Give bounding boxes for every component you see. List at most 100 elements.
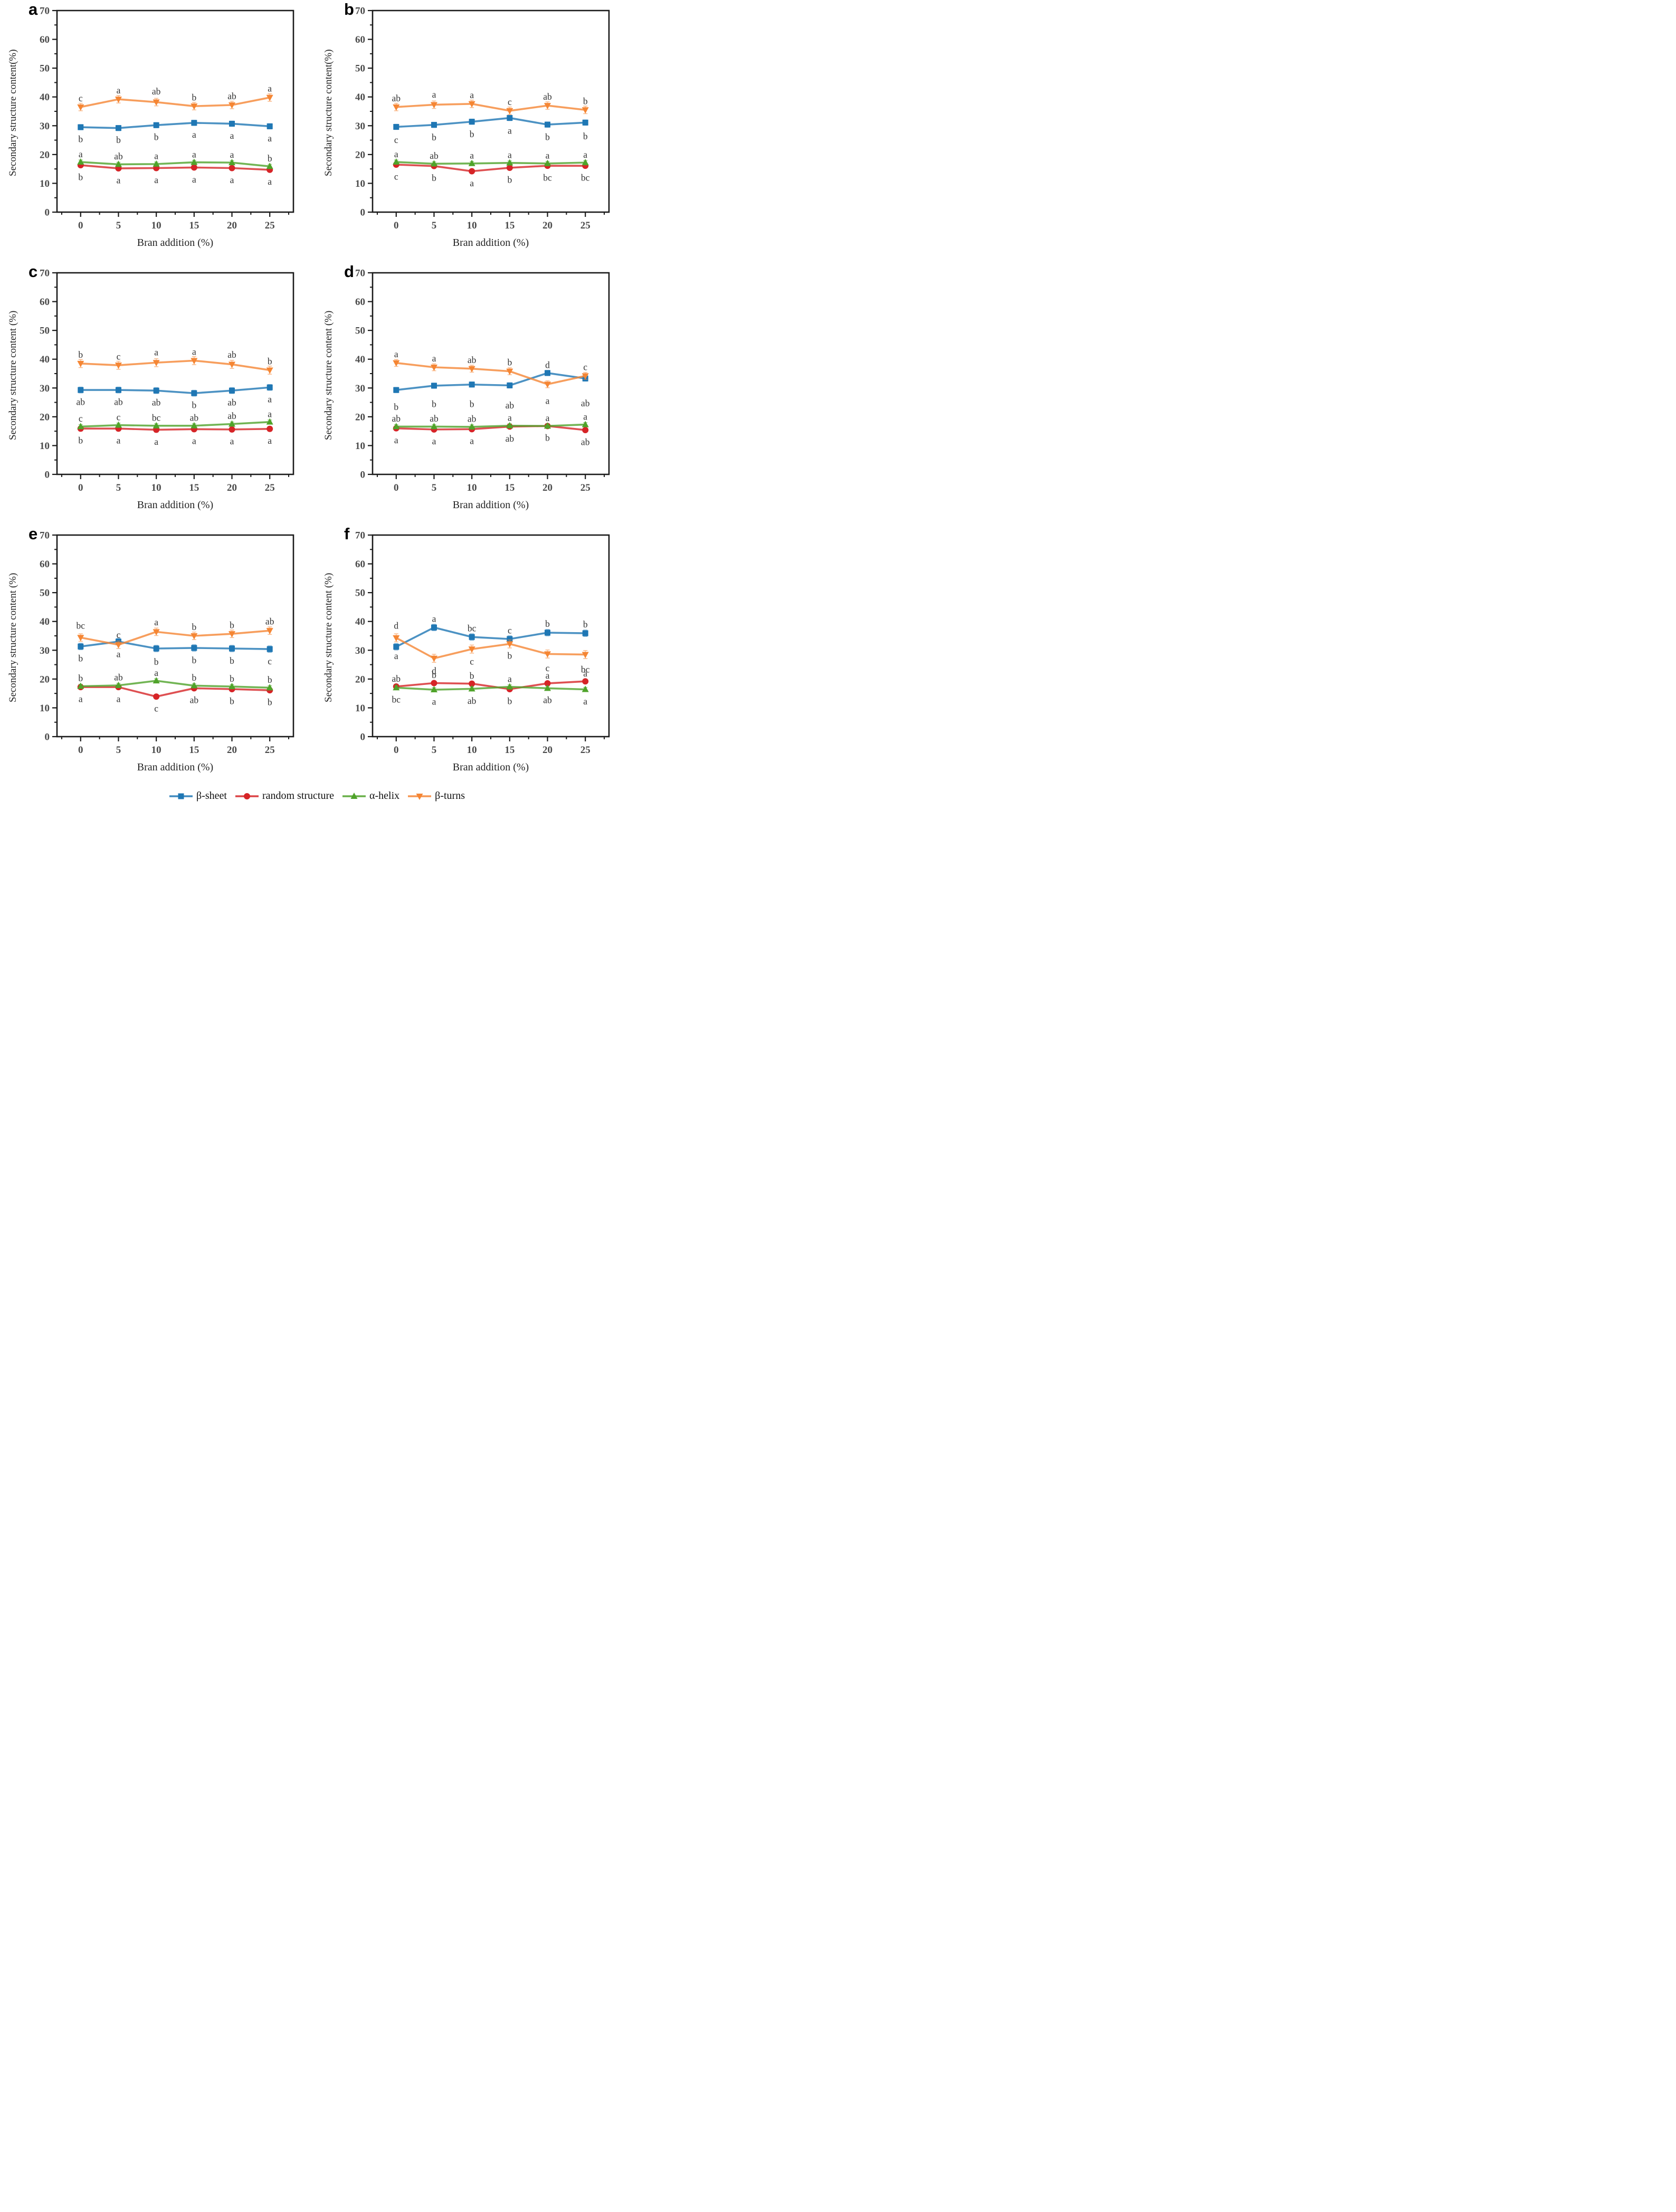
alpha_helix-sig-letter: a (508, 412, 512, 423)
beta_sheet-sig-letter: b (394, 402, 398, 412)
alpha_helix-sig-letter: ab (114, 151, 123, 161)
beta_sheet-marker (191, 120, 197, 126)
random-sig-letter: b (470, 670, 474, 681)
beta_sheet-marker (582, 630, 588, 636)
beta_turns-sig-letter: a (432, 89, 436, 100)
y-tick-label: 70 (355, 6, 365, 17)
alpha_helix-marker (544, 422, 551, 429)
random-sig-letter: a (154, 175, 158, 185)
beta_sheet-line (80, 641, 270, 650)
panel-b: b Secondary structure content(%) 0 10 20 30 40… (317, 0, 632, 262)
beta_sheet-marker (78, 387, 84, 393)
beta_turns-sig-letter: ab (152, 86, 161, 97)
beta_sheet-marker (507, 636, 513, 642)
x-tick-label: 10 (151, 482, 161, 493)
beta_sheet-marker (78, 124, 84, 130)
y-axis-title: Secondary structure content (%) (323, 310, 334, 440)
random-sig-letter: a (268, 435, 272, 446)
beta_sheet-marker (582, 119, 588, 126)
alpha_helix-sig-letter: a (583, 411, 587, 422)
x-axis-title: Bran addition (%) (137, 761, 213, 773)
beta_turns-sig-letter: a (117, 85, 121, 96)
y-tick-label: 70 (40, 268, 50, 279)
beta_sheet-marker (229, 120, 235, 127)
beta_sheet-marker (507, 115, 513, 121)
alpha_helix-marker (153, 160, 160, 167)
y-tick-label: 10 (40, 441, 50, 452)
beta_turns-line (80, 630, 270, 646)
alpha_helix-sig-letter: b (78, 673, 83, 683)
beta_turns-marker (115, 363, 122, 369)
alpha_helix-marker (115, 421, 122, 428)
alpha_helix-marker (544, 684, 551, 691)
beta_turns-sig-letter: b (230, 619, 234, 630)
beta_turns-sig-letter: bc (581, 664, 590, 674)
legend-item-beta_sheet: β-sheet (168, 790, 227, 802)
beta_turns-marker (468, 101, 475, 108)
alpha_helix-sig-letter: ab (392, 413, 401, 424)
random-line (80, 686, 270, 698)
panel-c-label: c (28, 262, 38, 281)
alpha_helix-sig-letter: b (268, 153, 272, 164)
alpha_helix-sig-letter: ab (468, 414, 477, 424)
beta_sheet-sig-letter: b (545, 132, 550, 142)
beta_turns-marker (544, 103, 551, 110)
x-tick-label: 5 (432, 745, 437, 756)
alpha_helix-sig-letter: ab (543, 695, 552, 705)
alpha_helix-sig-letter: b (230, 673, 234, 684)
alpha_helix-marker (468, 423, 475, 430)
alpha_helix-marker (430, 160, 437, 167)
alpha_helix-marker (506, 422, 513, 428)
beta_sheet-marker (393, 644, 399, 650)
beta_turns-sig-letter: a (154, 347, 158, 358)
y-tick-label: 30 (355, 121, 365, 132)
alpha_helix-sig-letter: a (432, 696, 436, 707)
panel-f: f Secondary structure content (%) 0 10 20 30 4… (317, 525, 632, 787)
beta_sheet-line (396, 117, 586, 128)
beta_turns-sig-letter: bc (77, 620, 85, 631)
beta_turns-sig-letter: d (545, 360, 550, 370)
random-sig-letter: b (432, 173, 436, 183)
y-tick-label: 30 (40, 645, 50, 656)
beta_sheet-marker (545, 370, 551, 376)
random-sig-letter: a (117, 694, 121, 704)
beta_turns-legend-glyph (416, 793, 423, 800)
alpha_helix-sig-letter: a (508, 673, 512, 684)
x-tick-label: 20 (542, 220, 553, 231)
random-sig-letter: bc (543, 173, 552, 183)
alpha_helix-marker (77, 423, 84, 430)
beta_sheet-sig-letter: a (192, 129, 196, 140)
y-tick-label: 0 (45, 470, 50, 481)
y-tick-label: 40 (355, 92, 365, 103)
y-tick-label: 10 (40, 178, 50, 189)
beta_turns-marker (582, 652, 589, 659)
beta_sheet-sig-letter: d (394, 620, 398, 631)
beta_turns-sig-letter: b (268, 356, 272, 367)
plot-frame (56, 534, 294, 738)
beta_turns-marker (393, 104, 400, 111)
random-line (80, 164, 270, 171)
beta_turns-line (80, 97, 270, 108)
x-tick-label: 25 (265, 482, 275, 493)
y-tick-label: 50 (40, 588, 50, 599)
beta_sheet-sig-letter: b (470, 398, 474, 409)
random-sig-letter: a (583, 668, 587, 679)
alpha_helix-marker (430, 686, 437, 693)
beta_turns-marker (468, 646, 475, 653)
alpha_helix-marker (393, 158, 400, 165)
beta_turns-sig-letter: c (79, 93, 83, 103)
alpha_helix-marker (191, 422, 198, 428)
beta_turns-marker (544, 382, 551, 388)
y-tick-label: 30 (40, 121, 50, 132)
beta_sheet-sig-letter: c (268, 656, 272, 666)
y-tick-label: 20 (355, 412, 365, 423)
beta_turns-sig-letter: a (432, 353, 436, 364)
random-sig-letter: ab (190, 695, 199, 705)
beta_turns-marker (77, 104, 84, 111)
beta_sheet-marker (393, 387, 399, 393)
random-sig-letter: a (432, 436, 436, 446)
x-tick-label: 15 (189, 482, 199, 493)
alpha_helix-marker (228, 683, 236, 690)
x-tick-label: 0 (78, 220, 83, 231)
alpha_helix-line (396, 685, 586, 691)
